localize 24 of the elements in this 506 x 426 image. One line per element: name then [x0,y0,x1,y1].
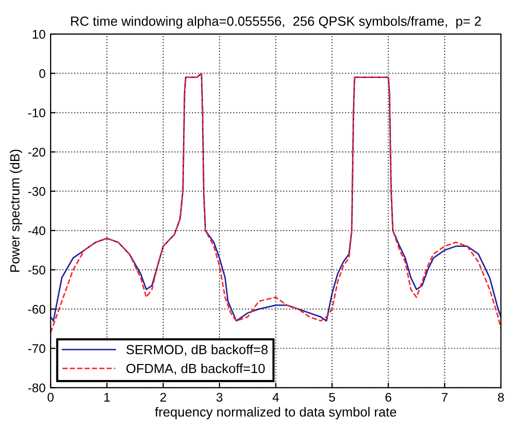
chart-title: RC time windowing alpha=0.055556, 256 QPSK symbols/frame, p= 2 [71,16,481,28]
y-tick-label: -70 [28,344,46,354]
y-tick-label: -10 [28,108,46,118]
x-tick-label: 0 [48,392,54,402]
x-tick-label: 2 [160,392,166,402]
x-tick-label: 1 [104,392,110,402]
x-tick-label: 8 [498,392,504,402]
y-tick-label: -20 [28,148,46,157]
y-tick-label: 0 [39,69,46,78]
y-tick-label: -50 [28,266,46,274]
y-tick-label: 10 [32,30,46,39]
x-tick-label: 7 [442,392,448,402]
x-tick-label: 3 [216,392,222,402]
x-tick-label: 6 [386,392,392,402]
y-tick-label: -30 [28,187,46,196]
x-tick-label: 5 [329,392,336,402]
y-tick-label: -60 [28,304,46,314]
y-axis-title: Power spectrum (dB) [10,150,22,272]
legend-label: OFDMA, dB backoff=10 [126,363,265,375]
x-tick-label: 4 [272,392,279,402]
y-tick-label: -40 [28,226,46,236]
y-tick-label: -80 [28,383,46,392]
x-axis-title: frequency normalized to data symbol rate [154,406,396,420]
legend-label: SERMOD, dB backoff=8 [126,344,268,356]
